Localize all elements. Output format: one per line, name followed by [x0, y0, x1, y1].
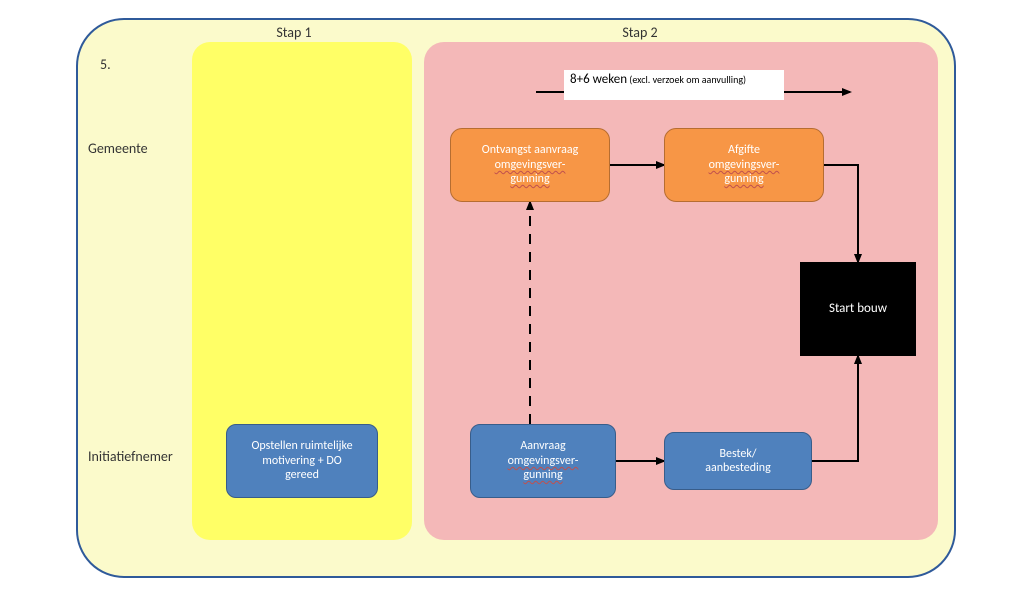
node-ontvangst-line-2: gunning	[510, 172, 549, 186]
timeline-note: 8+6 weken (excl. verzoek om aanvulling)	[564, 70, 784, 100]
diagram-stage: 8+6 weken (excl. verzoek om aanvulling) S…	[0, 0, 1024, 594]
rowlabel-gemeente: Gemeente	[88, 140, 148, 157]
edge-afgifte-startbouw	[824, 165, 858, 262]
node-aanvraag-line-0: Aanvraag	[520, 439, 565, 453]
node-startbouw-label: Start bouw	[829, 301, 887, 317]
node-startbouw-line-0: Start bouw	[829, 301, 887, 316]
colhead-stap2: Stap 2	[622, 24, 657, 41]
node-bestek-line-1: aanbesteding	[705, 461, 771, 475]
node-bestek-line-0: Bestek/	[719, 447, 756, 461]
node-aanvraag-label: Aanvraagomgevingsver-gunning	[508, 439, 579, 482]
node-opstellen-line-2: gereed	[285, 468, 319, 482]
colhead-stap1: Stap 1	[276, 24, 311, 41]
node-afgifte-line-0: Afgifte	[728, 143, 760, 157]
timeline-note-main: 8+6 weken	[570, 72, 627, 87]
node-afgifte-line-2: gunning	[724, 172, 763, 186]
node-aanvraag-line-1: omgevingsver-	[508, 454, 579, 468]
node-aanvraag: Aanvraagomgevingsver-gunning	[470, 424, 616, 498]
node-afgifte: Afgifteomgevingsver-gunning	[664, 128, 824, 202]
edge-bestek-startbouw	[812, 356, 858, 461]
node-bestek: Bestek/aanbesteding	[664, 432, 812, 490]
node-afgifte-line-1: omgevingsver-	[709, 158, 780, 172]
node-opstellen-label: Opstellen ruimtelijkemotivering + DOgere…	[251, 439, 352, 482]
rowlabel-5: 5.	[100, 56, 111, 73]
node-opstellen: Opstellen ruimtelijkemotivering + DOgere…	[226, 424, 378, 498]
timeline-note-sub: (excl. verzoek om aanvulling)	[629, 73, 746, 86]
node-opstellen-line-0: Opstellen ruimtelijke	[251, 439, 352, 453]
node-startbouw: Start bouw	[800, 262, 916, 356]
node-afgifte-label: Afgifteomgevingsver-gunning	[709, 143, 780, 186]
node-ontvangst: Ontvangst aanvraagomgevingsver-gunning	[450, 128, 610, 202]
node-ontvangst-line-1: omgevingsver-	[495, 158, 566, 172]
node-bestek-label: Bestek/aanbesteding	[705, 447, 771, 476]
node-ontvangst-label: Ontvangst aanvraagomgevingsver-gunning	[482, 143, 579, 186]
node-aanvraag-line-2: gunning	[523, 468, 562, 482]
node-ontvangst-line-0: Ontvangst aanvraag	[482, 143, 579, 157]
rowlabel-initiatiefnemer: Initiatiefnemer	[88, 448, 173, 465]
node-opstellen-line-1: motivering + DO	[262, 454, 342, 468]
